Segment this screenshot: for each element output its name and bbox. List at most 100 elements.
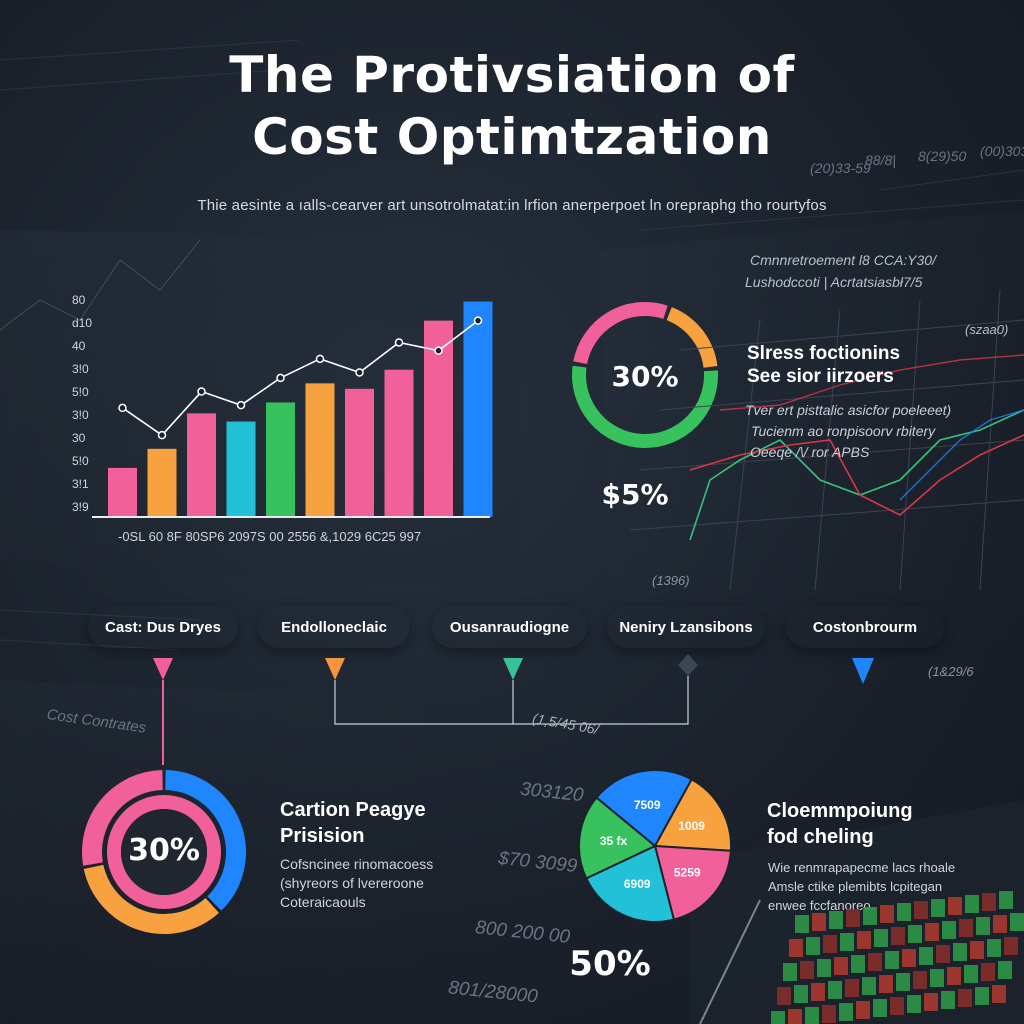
overlay-point-3 — [197, 387, 206, 396]
pie-slice-1 — [595, 769, 693, 848]
block2-text-line-3: enwee fccfanoreo. — [768, 898, 875, 913]
right-chart-blue-line — [899, 409, 1024, 501]
right-chart-upper-line — [719, 354, 1024, 411]
top-donut-below-label: $5% — [601, 478, 669, 511]
pie-chart: 7509 1009 5259 6909 35 fx — [578, 769, 732, 923]
block2-title-line-2: fod cheling — [767, 826, 874, 848]
overlay-point-7 — [355, 368, 364, 377]
pill-ousanraudiogne[interactable]: Ousanraudiogne — [432, 606, 587, 648]
y-tick-label: 80 — [72, 293, 86, 307]
y-tick-label: 40 — [72, 339, 86, 353]
block1-text: Cofsncinee rinomacoess (shyreors of lver… — [280, 855, 433, 912]
bar-10 — [463, 301, 493, 517]
pie-slice-4 — [584, 844, 676, 923]
block1-text-line-3: Coteraicaouls — [280, 894, 366, 910]
right-chart-green-line — [689, 409, 1024, 541]
y-tick-label: 3!0 — [72, 362, 89, 376]
right-line-chart — [629, 289, 1024, 591]
pill-neniry-lzansibons[interactable]: Neniry Lzansibons — [607, 606, 765, 648]
donut1-segment-3 — [572, 365, 718, 448]
overlay-point-9 — [434, 346, 443, 355]
pill-costonbrourm[interactable]: Costonbrourm — [786, 606, 944, 648]
block1-text-line-2: (shyreors of lvereroone — [280, 875, 424, 891]
block2-title-line-1: Cloemmpoiung — [767, 800, 913, 822]
bar-8 — [384, 369, 414, 517]
pie-slice-label: 35 fx — [600, 834, 628, 848]
pill-label: Neniry Lzansibons — [619, 618, 753, 636]
bar-3 — [187, 413, 216, 517]
y-tick-label: 3!9 — [72, 500, 89, 514]
page-subtitle: Thie aesinte a ıalls-cearver art unsotro… — [197, 197, 827, 214]
block2-text-line-2: Amsle ctike plemibts lcpitegan — [768, 879, 943, 894]
title-line-2: Cost Optimtzation — [252, 108, 772, 166]
overlay-point-1 — [118, 403, 127, 413]
block2-title: Cloemmpoiung fod cheling — [767, 798, 913, 850]
pie-slice-label: 1009 — [678, 819, 705, 833]
top-donut-chart — [572, 302, 718, 448]
pie-slice-2 — [653, 778, 732, 852]
right-heading-line-2: See sior iirzoers — [747, 366, 894, 387]
donut1-segment-2 — [666, 307, 718, 368]
donut2-outer-segment-2 — [83, 864, 219, 934]
block1-title-line-2: Prisision — [280, 825, 365, 847]
overlay-point-6 — [315, 354, 325, 364]
bar-7 — [345, 388, 374, 517]
donut1-segment-1 — [573, 302, 668, 365]
right-bottom-value: (1396) — [652, 573, 690, 588]
faint-top-4: (00)3030/ — [980, 143, 1024, 159]
y-tick-label: 5!0 — [72, 385, 89, 399]
bar-4 — [226, 421, 256, 517]
bar-6 — [305, 383, 335, 517]
pill-cost-dus-dryes[interactable]: Cast: Dus Dryes — [88, 606, 238, 648]
bar-1 — [108, 467, 137, 517]
right-label-1: Cmnnretroement l8 CCA:Y30/ — [750, 252, 936, 268]
block1-text-line-1: Cofsncinee rinomacoess — [280, 856, 434, 872]
pie-slice-label: 7509 — [634, 798, 661, 812]
right-text-2: Tucienm ao ronpisoorv rbitery — [751, 423, 936, 439]
bar-5 — [266, 402, 295, 517]
block1-title: Cartion Peagye Prisision — [280, 797, 426, 849]
y-tick-label: d10 — [72, 316, 92, 330]
pill-endolloneclaic[interactable]: Endolloneclaic — [258, 606, 410, 648]
faint-top-2: 88/8| — [865, 152, 896, 168]
overlay-point-10 — [473, 316, 483, 325]
donut2-outer-segment-3 — [82, 770, 164, 866]
overlay-point-4 — [236, 400, 246, 410]
bottom-donut-chart — [82, 770, 246, 934]
right-text-3: Oeeqe /\/ ror APBS — [750, 444, 870, 460]
top-donut-center-label: 30% — [611, 360, 679, 393]
y-tick-label: 3!0 — [72, 408, 89, 422]
pie-slice-3 — [653, 844, 732, 921]
pie-slice-label: 5259 — [674, 866, 701, 880]
y-tick-label: 3!1 — [72, 477, 89, 491]
pie-slice-5 — [578, 796, 657, 880]
overlay-point-5 — [276, 373, 285, 383]
pill-label: Costonbrourm — [812, 618, 918, 636]
pie-slice-label: 6909 — [624, 877, 651, 891]
faint-top-3: 8(29)50 — [918, 148, 967, 164]
right-heading-line-1: Slress foctionins — [747, 343, 901, 364]
bar-chart-x-tick-labels: -0SL 60 8F 80SP6 2097S 00 2556 &,1029 6C… — [118, 529, 421, 544]
bottom-donut-center-label: 30% — [128, 833, 200, 868]
right-heading: Slress foctionins See sior iirzoers — [747, 342, 900, 388]
y-tick-label: 30 — [72, 431, 86, 445]
donut2-center — [121, 809, 207, 895]
right-text-1: Tver ert pisttalic asicfor poeleeet) — [745, 402, 952, 418]
right-label-2: Lushodccoti | Acrtatsiasbł7/5 — [745, 274, 923, 290]
block2-text-line-1: Wie renmrapapecme lacs rhoale — [768, 860, 956, 875]
pill-label: Ousanraudiogne — [449, 618, 570, 636]
title-line-1: The Protivsiation of — [229, 46, 795, 104]
pie-below-label: 50% — [569, 944, 651, 984]
donut2-inner-ring — [107, 795, 221, 909]
pill-label: Endolloneclaic — [281, 618, 387, 636]
block2-text: Wie renmrapapecme lacs rhoale Amsle ctik… — [768, 858, 955, 915]
faint-top-1: (20)33-59 — [810, 160, 871, 176]
bar-chart-overlay-line — [122, 319, 479, 437]
y-tick-label: 5!0 — [72, 454, 89, 468]
page-title: The Protivsiation of Cost Optimtzation — [0, 44, 1024, 168]
block1-title-line-1: Cartion Peagye — [280, 799, 426, 821]
right-chart-red-line — [689, 434, 1024, 516]
bar-2 — [147, 448, 177, 517]
right-side-value: (1&29/6 — [928, 664, 974, 679]
